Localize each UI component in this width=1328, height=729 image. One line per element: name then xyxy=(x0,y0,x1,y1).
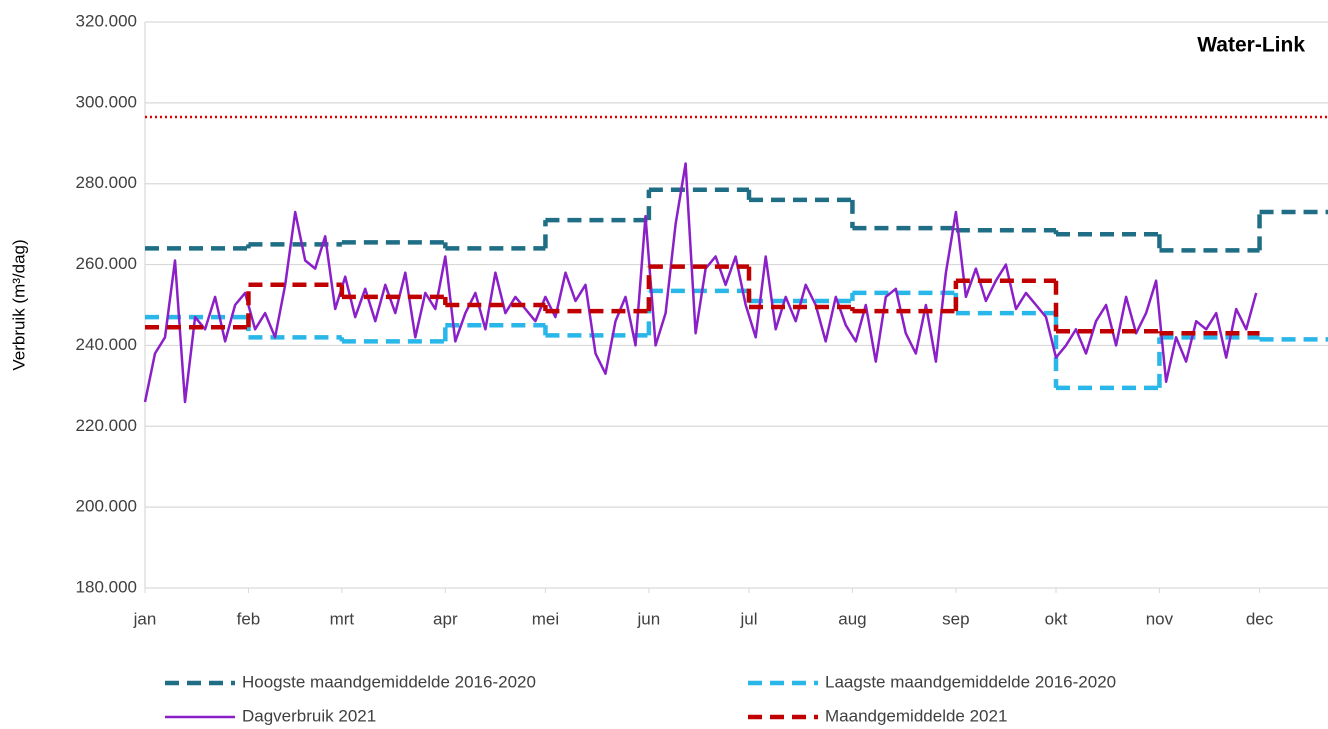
x-tick-label: jun xyxy=(637,609,661,628)
x-tick-label: mei xyxy=(532,609,559,628)
x-tick-label: nov xyxy=(1146,609,1174,628)
x-tick-label: mrt xyxy=(330,609,355,628)
y-axis-title: Verbruik (m³/dag) xyxy=(9,239,28,370)
y-tick-label: 280.000 xyxy=(76,173,137,192)
x-tick-label: feb xyxy=(237,609,261,628)
y-tick-label: 320.000 xyxy=(76,11,137,30)
legend-label: Maandgemiddelde 2021 xyxy=(825,706,1007,725)
x-tick-label: apr xyxy=(433,609,458,628)
x-tick-label: sep xyxy=(942,609,969,628)
legend-label: Laagste maandgemiddelde 2016-2020 xyxy=(825,672,1116,691)
y-tick-label: 300.000 xyxy=(76,92,137,111)
legend-label: Hoogste maandgemiddelde 2016-2020 xyxy=(242,672,536,691)
chart-annotation: Water-Link xyxy=(1197,34,1305,57)
data-line xyxy=(143,162,1258,404)
legend-label: Dagverbruik 2021 xyxy=(242,706,376,725)
y-tick-label: 180.000 xyxy=(76,577,137,596)
y-tick-label: 200.000 xyxy=(76,497,137,516)
y-tick-label: 260.000 xyxy=(76,254,137,273)
x-tick-label: jul xyxy=(739,609,757,628)
x-tick-label: aug xyxy=(838,609,866,628)
y-tick-label: 240.000 xyxy=(76,335,137,354)
x-tick-label: dec xyxy=(1246,609,1274,628)
x-tick-label: jan xyxy=(133,609,157,628)
x-tick-label: okt xyxy=(1045,609,1068,628)
y-tick-label: 220.000 xyxy=(76,416,137,435)
